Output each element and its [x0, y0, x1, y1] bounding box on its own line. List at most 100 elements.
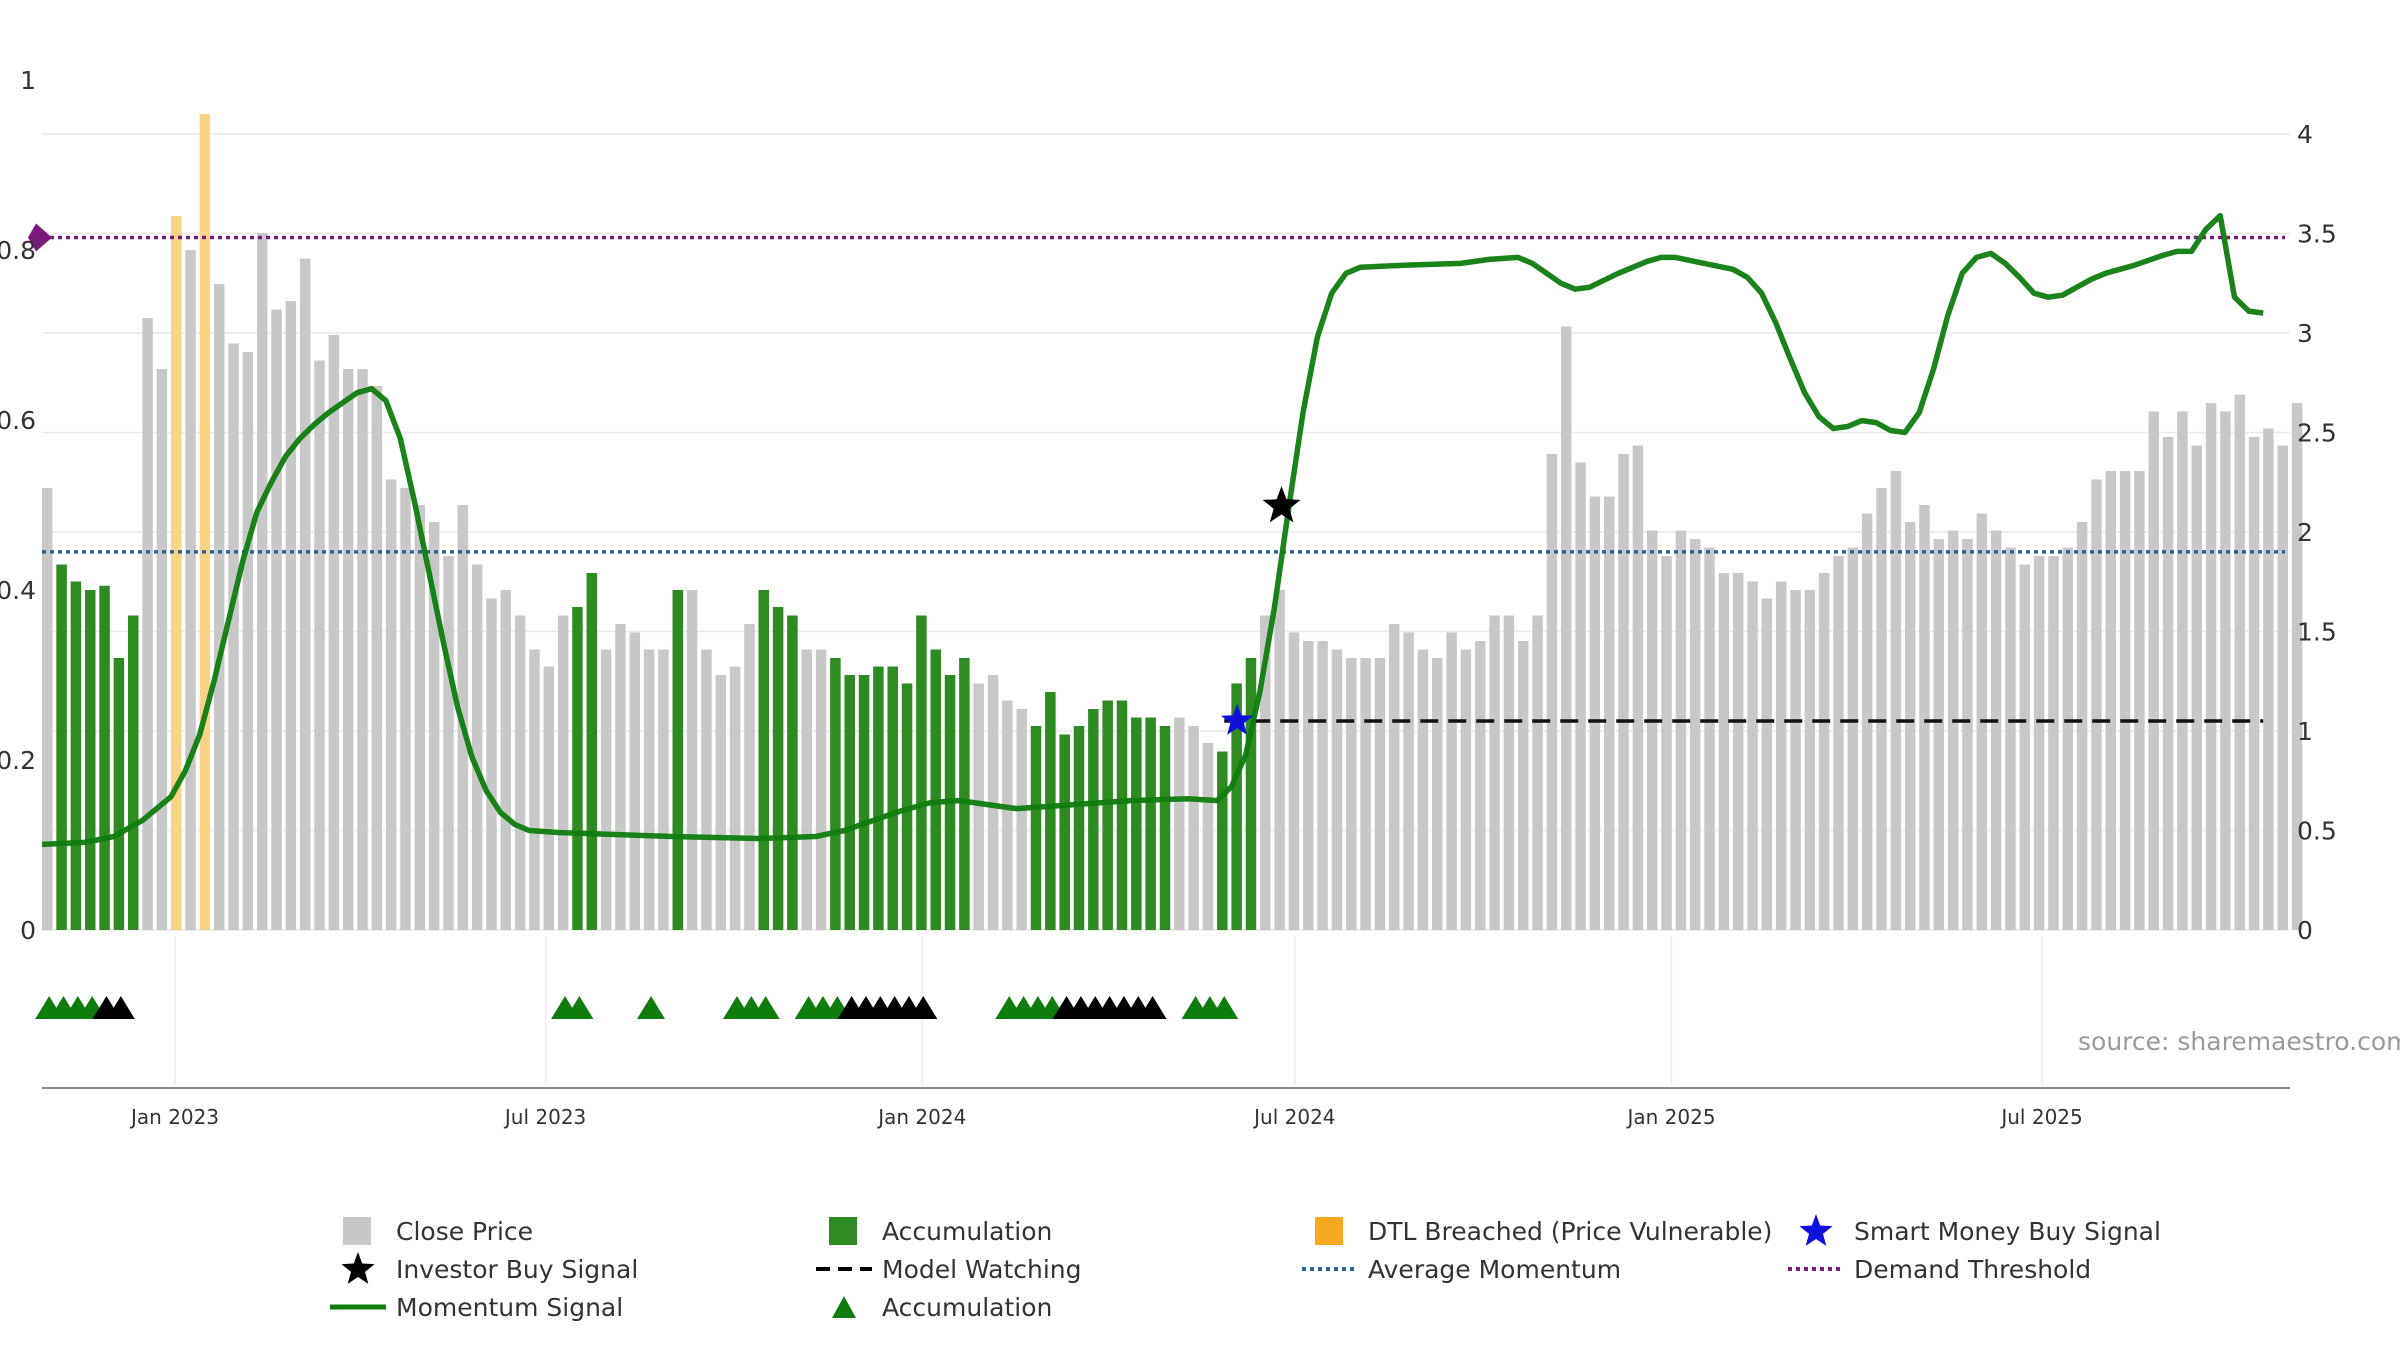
legend-demand-threshold[interactable]: Demand Threshold — [1788, 1252, 2091, 1286]
price-bar — [385, 479, 397, 930]
legend-model-watching[interactable]: Model Watching — [816, 1252, 1082, 1286]
price-bar — [1618, 454, 1629, 930]
price-bar — [2148, 411, 2160, 930]
source-note: source: sharemaestro.com — [2078, 1027, 2400, 1056]
price-bar — [1890, 471, 1902, 930]
x-tick-label: Jan 2023 — [129, 1105, 219, 1129]
price-bar — [113, 658, 125, 930]
price-bar — [973, 683, 984, 930]
accumulation-triangle — [1138, 996, 1167, 1019]
green-triangle-icon — [832, 1296, 856, 1318]
price-bar — [2277, 445, 2288, 930]
price-bar — [414, 505, 426, 930]
gray-square-icon — [343, 1217, 371, 1245]
price-bar — [1432, 658, 1443, 930]
price-bar — [486, 598, 497, 930]
price-bar — [500, 590, 512, 930]
accumulation-triangle — [751, 996, 780, 1019]
price-bar — [285, 301, 297, 930]
price-bar — [629, 632, 641, 930]
price-bar — [1947, 530, 1959, 930]
price-bar — [1861, 513, 1873, 930]
legend-label: Model Watching — [882, 1254, 1082, 1284]
price-bar — [2263, 428, 2274, 930]
price-bar — [572, 607, 583, 930]
x-tick-label: Jan 2025 — [1625, 1105, 1715, 1129]
price-bar — [1116, 700, 1128, 930]
momentum-signal-line — [41, 212, 2264, 848]
price-bar — [99, 585, 110, 930]
price-bar — [1288, 632, 1300, 930]
price-bar — [1417, 649, 1429, 930]
price-bar — [1876, 488, 1887, 930]
price-bar — [471, 564, 483, 930]
legend-accumulation-marker[interactable]: Accumulation — [816, 1290, 1052, 1324]
price-bar — [758, 590, 769, 930]
price-bar — [1045, 692, 1056, 930]
legend-label: Demand Threshold — [1854, 1254, 2092, 1284]
price-bar — [1374, 658, 1386, 930]
left-axis-tick-label: 0.4 — [0, 576, 36, 605]
price-bar — [127, 615, 139, 930]
price-bar — [2076, 522, 2088, 930]
legend-investor-buy[interactable]: Investor Buy Signal — [330, 1252, 638, 1286]
price-bar — [1560, 326, 1572, 930]
legend: Close Price Accumulation DTL Breached (P… — [330, 1212, 2230, 1332]
left-axis-tick-label: 0.8 — [0, 236, 36, 265]
price-bar — [1818, 573, 1830, 930]
price-bar — [2291, 403, 2303, 930]
price-bar — [658, 649, 669, 930]
price-bar — [271, 309, 282, 930]
price-bar — [1517, 641, 1529, 930]
price-bar — [844, 675, 855, 930]
blue-dotted-line-icon — [1302, 1267, 1358, 1271]
price-bar — [2019, 564, 2031, 930]
price-bar — [2234, 394, 2245, 930]
legend-dtl-breached[interactable]: DTL Breached (Price Vulnerable) — [1302, 1214, 1772, 1248]
x-tick-label: Jan 2024 — [876, 1105, 966, 1129]
price-bar — [686, 590, 698, 930]
price-bar — [1202, 743, 1214, 930]
price-bar — [1589, 496, 1601, 930]
orange-square-icon — [1315, 1217, 1343, 1245]
left-axis-tick-label: 0.2 — [0, 746, 36, 775]
price-bar — [2062, 547, 2074, 930]
price-bar — [213, 284, 225, 930]
price-bar — [2048, 556, 2059, 930]
price-bar — [242, 352, 254, 930]
price-bar — [1475, 641, 1486, 930]
price-bar — [56, 564, 67, 930]
price-bar — [314, 360, 325, 930]
green-square-icon — [829, 1217, 857, 1245]
price-bar — [615, 624, 626, 930]
price-bar — [1403, 632, 1414, 930]
price-bar — [2191, 445, 2202, 930]
price-bar — [2220, 411, 2231, 930]
price-bar — [1245, 658, 1257, 930]
legend-momentum-signal[interactable]: Momentum Signal — [330, 1290, 623, 1324]
legend-label: Average Momentum — [1368, 1254, 1622, 1284]
price-bar — [916, 615, 927, 930]
price-bar — [1489, 615, 1500, 930]
price-bar — [557, 615, 569, 930]
right-axis-tick-label: 2.5 — [2297, 419, 2337, 448]
price-bar — [2248, 437, 2260, 930]
price-bar — [1016, 709, 1027, 930]
legend-average-momentum[interactable]: Average Momentum — [1302, 1252, 1621, 1286]
price-bar — [1073, 726, 1085, 930]
legend-close-price[interactable]: Close Price — [330, 1214, 533, 1248]
legend-label: Accumulation — [882, 1216, 1053, 1246]
accumulation-triangle — [1210, 996, 1239, 1019]
legend-label: Close Price — [396, 1216, 534, 1246]
price-bar — [672, 590, 684, 930]
price-bar — [328, 335, 340, 930]
black-star-icon — [341, 1252, 375, 1284]
price-bar — [1188, 726, 1199, 930]
price-bar — [1546, 454, 1558, 930]
price-bar — [858, 675, 870, 930]
legend-accumulation-bar[interactable]: Accumulation — [816, 1214, 1052, 1248]
price-bar — [1159, 726, 1171, 930]
price-bar — [2134, 471, 2145, 930]
legend-smart-money[interactable]: Smart Money Buy Signal — [1788, 1214, 2161, 1248]
